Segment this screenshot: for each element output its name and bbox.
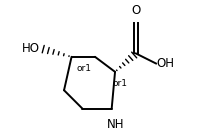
Text: or1: or1	[113, 79, 127, 88]
Text: O: O	[131, 4, 140, 17]
Text: or1: or1	[77, 64, 92, 73]
Text: OH: OH	[157, 57, 175, 70]
Text: NH: NH	[107, 118, 125, 131]
Text: HO: HO	[22, 42, 40, 55]
